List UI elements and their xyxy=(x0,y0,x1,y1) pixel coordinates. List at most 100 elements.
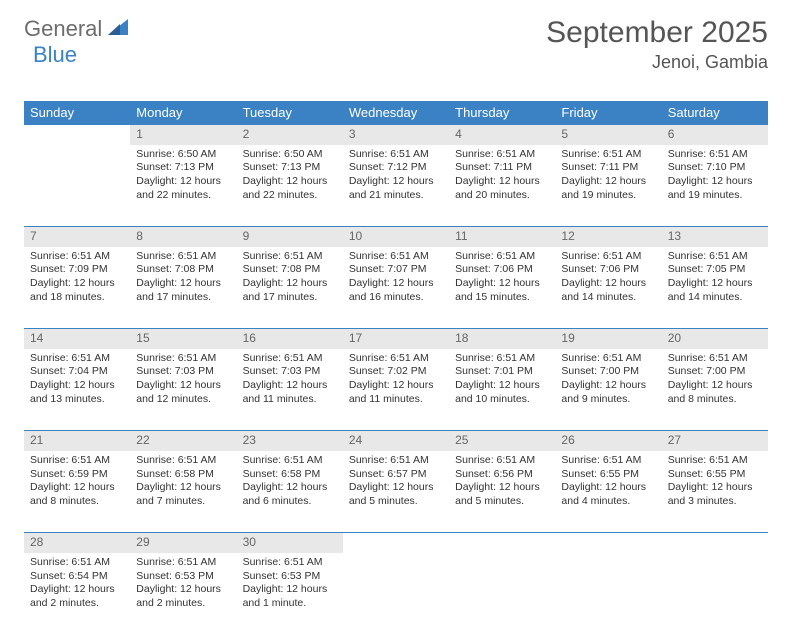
day-cell xyxy=(449,553,555,635)
day-number-cell: 28 xyxy=(24,533,130,553)
day-cell: Sunrise: 6:51 AMSunset: 6:57 PMDaylight:… xyxy=(343,451,449,533)
day-cell: Sunrise: 6:50 AMSunset: 7:13 PMDaylight:… xyxy=(130,145,236,227)
day-number-cell: 16 xyxy=(237,329,343,349)
day-cell: Sunrise: 6:51 AMSunset: 6:59 PMDaylight:… xyxy=(24,451,130,533)
day-cell: Sunrise: 6:51 AMSunset: 7:08 PMDaylight:… xyxy=(130,247,236,329)
daylight-line: Daylight: 12 hours and 22 minutes. xyxy=(243,175,337,202)
sunset-line: Sunset: 6:58 PM xyxy=(136,468,230,482)
title-block: September 2025 Jenoi, Gambia xyxy=(546,16,768,73)
day-number-cell xyxy=(449,533,555,553)
day-number-cell: 18 xyxy=(449,329,555,349)
day-cell: Sunrise: 6:51 AMSunset: 7:06 PMDaylight:… xyxy=(449,247,555,329)
day-cell: Sunrise: 6:51 AMSunset: 7:01 PMDaylight:… xyxy=(449,349,555,431)
sunrise-line: Sunrise: 6:51 AM xyxy=(136,352,230,366)
day-cell: Sunrise: 6:51 AMSunset: 7:02 PMDaylight:… xyxy=(343,349,449,431)
day-cell: Sunrise: 6:51 AMSunset: 6:58 PMDaylight:… xyxy=(237,451,343,533)
header: General September 2025 Jenoi, Gambia xyxy=(24,16,768,73)
daylight-line: Daylight: 12 hours and 21 minutes. xyxy=(349,175,443,202)
day-number-cell xyxy=(343,533,449,553)
sunset-line: Sunset: 7:08 PM xyxy=(136,263,230,277)
day-cell: Sunrise: 6:51 AMSunset: 6:54 PMDaylight:… xyxy=(24,553,130,635)
sunset-line: Sunset: 7:11 PM xyxy=(455,161,549,175)
day-cell: Sunrise: 6:51 AMSunset: 7:03 PMDaylight:… xyxy=(130,349,236,431)
day-cell: Sunrise: 6:51 AMSunset: 6:56 PMDaylight:… xyxy=(449,451,555,533)
day-number-row: 78910111213 xyxy=(24,227,768,247)
day-cell: Sunrise: 6:51 AMSunset: 7:10 PMDaylight:… xyxy=(662,145,768,227)
daylight-line: Daylight: 12 hours and 4 minutes. xyxy=(561,481,655,508)
daylight-line: Daylight: 12 hours and 8 minutes. xyxy=(668,379,762,406)
day-number-cell xyxy=(24,125,130,145)
daylight-line: Daylight: 12 hours and 2 minutes. xyxy=(30,583,124,610)
day-number-cell: 10 xyxy=(343,227,449,247)
day-number-row: 14151617181920 xyxy=(24,329,768,349)
daylight-line: Daylight: 12 hours and 12 minutes. xyxy=(136,379,230,406)
day-cell: Sunrise: 6:51 AMSunset: 7:04 PMDaylight:… xyxy=(24,349,130,431)
weekday-header: Friday xyxy=(555,101,661,125)
day-number-cell: 19 xyxy=(555,329,661,349)
daylight-line: Daylight: 12 hours and 6 minutes. xyxy=(243,481,337,508)
day-cell: Sunrise: 6:51 AMSunset: 6:55 PMDaylight:… xyxy=(662,451,768,533)
month-title: September 2025 xyxy=(546,16,768,50)
sunset-line: Sunset: 6:59 PM xyxy=(30,468,124,482)
daylight-line: Daylight: 12 hours and 9 minutes. xyxy=(561,379,655,406)
sunrise-line: Sunrise: 6:51 AM xyxy=(349,454,443,468)
day-cell: Sunrise: 6:51 AMSunset: 7:00 PMDaylight:… xyxy=(662,349,768,431)
sunrise-line: Sunrise: 6:50 AM xyxy=(243,148,337,162)
sunset-line: Sunset: 6:57 PM xyxy=(349,468,443,482)
weekday-header: Monday xyxy=(130,101,236,125)
daylight-line: Daylight: 12 hours and 2 minutes. xyxy=(136,583,230,610)
sunrise-line: Sunrise: 6:51 AM xyxy=(30,250,124,264)
logo: General xyxy=(24,16,132,42)
sunset-line: Sunset: 7:06 PM xyxy=(455,263,549,277)
sunrise-line: Sunrise: 6:51 AM xyxy=(243,250,337,264)
day-number-cell: 27 xyxy=(662,431,768,451)
day-cell xyxy=(343,553,449,635)
sunset-line: Sunset: 7:06 PM xyxy=(561,263,655,277)
day-cell: Sunrise: 6:51 AMSunset: 7:11 PMDaylight:… xyxy=(449,145,555,227)
sunrise-line: Sunrise: 6:51 AM xyxy=(561,250,655,264)
day-number-cell xyxy=(555,533,661,553)
daylight-line: Daylight: 12 hours and 11 minutes. xyxy=(243,379,337,406)
day-cell xyxy=(24,145,130,227)
day-body-row: Sunrise: 6:51 AM Sunset: 6:59 PM Daylight:… xyxy=(24,451,768,533)
daylight-line: Daylight: 12 hours and 7 minutes. xyxy=(136,481,230,508)
day-cell: Sunrise: 6:51 AMSunset: 7:11 PMDaylight:… xyxy=(555,145,661,227)
sunset-line: Sunset: 7:00 PM xyxy=(668,365,762,379)
day-number-cell: 25 xyxy=(449,431,555,451)
daylight-line: Daylight: 12 hours and 14 minutes. xyxy=(668,277,762,304)
day-number-cell: 26 xyxy=(555,431,661,451)
daylight-line: Daylight: 12 hours and 16 minutes. xyxy=(349,277,443,304)
day-cell: Sunrise: 6:50 AMSunset: 7:13 PMDaylight:… xyxy=(237,145,343,227)
sunset-line: Sunset: 7:13 PM xyxy=(136,161,230,175)
day-number-cell: 29 xyxy=(130,533,236,553)
day-cell xyxy=(662,553,768,635)
sunrise-line: Sunrise: 6:51 AM xyxy=(136,250,230,264)
sunrise-line: Sunrise: 6:51 AM xyxy=(30,556,124,570)
daylight-line: Daylight: 12 hours and 17 minutes. xyxy=(243,277,337,304)
sunset-line: Sunset: 6:53 PM xyxy=(136,570,230,584)
day-number-row: 123456 xyxy=(24,125,768,145)
sunset-line: Sunset: 7:03 PM xyxy=(243,365,337,379)
logo-text-blue: Blue xyxy=(33,42,77,67)
daylight-line: Daylight: 12 hours and 13 minutes. xyxy=(30,379,124,406)
sunset-line: Sunset: 7:13 PM xyxy=(243,161,337,175)
sunrise-line: Sunrise: 6:50 AM xyxy=(136,148,230,162)
day-number-cell: 17 xyxy=(343,329,449,349)
daylight-line: Daylight: 12 hours and 11 minutes. xyxy=(349,379,443,406)
day-cell: Sunrise: 6:51 AMSunset: 7:05 PMDaylight:… xyxy=(662,247,768,329)
day-cell: Sunrise: 6:51 AMSunset: 7:08 PMDaylight:… xyxy=(237,247,343,329)
daylight-line: Daylight: 12 hours and 19 minutes. xyxy=(561,175,655,202)
sunset-line: Sunset: 7:08 PM xyxy=(243,263,337,277)
day-number-cell: 21 xyxy=(24,431,130,451)
day-number-cell: 8 xyxy=(130,227,236,247)
day-body-row: Sunrise: 6:51 AMSunset: 7:09 PMDaylight:… xyxy=(24,247,768,329)
day-cell: Sunrise: 6:51 AMSunset: 6:53 PMDaylight:… xyxy=(237,553,343,635)
weekday-header: Tuesday xyxy=(237,101,343,125)
sunrise-line: Sunrise: 6:51 AM xyxy=(668,352,762,366)
sunrise-line: Sunrise: 6:51 AM xyxy=(561,148,655,162)
weekday-header-row: Sunday Monday Tuesday Wednesday Thursday… xyxy=(24,101,768,125)
sunrise-line: Sunrise: 6:51 AM xyxy=(349,148,443,162)
day-body-row: Sunrise: 6:51 AMSunset: 7:04 PMDaylight:… xyxy=(24,349,768,431)
sunrise-line: Sunrise: 6:51 AM xyxy=(668,250,762,264)
day-number-cell: 15 xyxy=(130,329,236,349)
